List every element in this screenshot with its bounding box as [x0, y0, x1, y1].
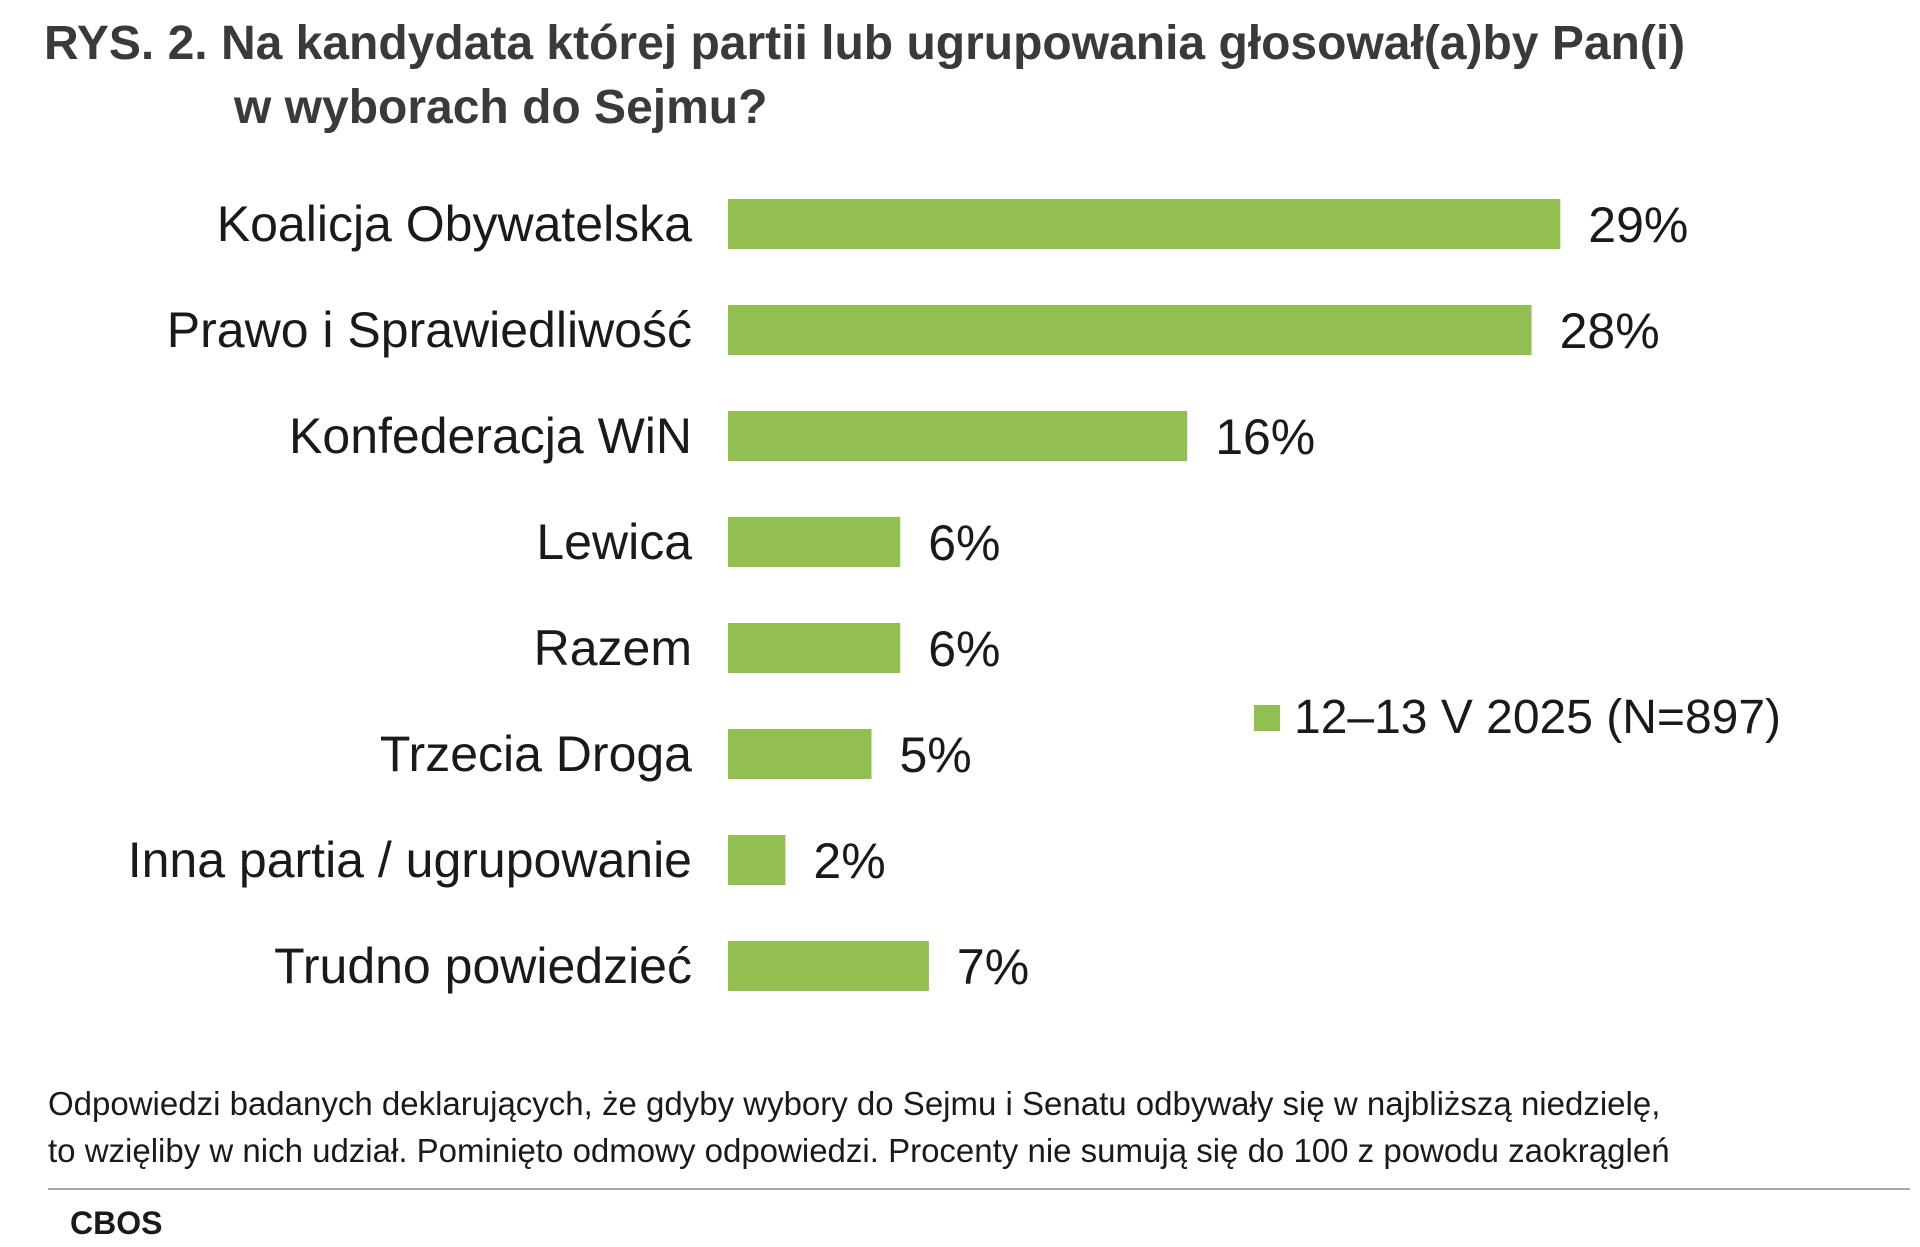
legend: 12–13 V 2025 (N=897) [1254, 690, 1781, 745]
category-label: Konfederacja WiN [289, 408, 692, 464]
source-label: CBOS [70, 1205, 163, 1241]
legend-label: 12–13 V 2025 (N=897) [1294, 691, 1782, 744]
category-label: Prawo i Sprawiedliwość [167, 302, 692, 358]
chart-title-line-2: w wyborach do Sejmu? [234, 81, 768, 134]
category-label: Inna partia / ugrupowanie [128, 832, 692, 888]
legend-swatch [1254, 704, 1280, 731]
category-label: Lewica [536, 514, 692, 570]
footer-divider [48, 1188, 1910, 1190]
footnote: Odpowiedzi badanych deklarujących, że gd… [48, 1080, 1898, 1174]
value-label: 7% [957, 939, 1029, 995]
category-label: Koalicja Obywatelska [217, 196, 692, 252]
value-label: 5% [900, 727, 972, 783]
category-label: Razem [534, 620, 692, 676]
category-label: Trzecia Droga [380, 726, 692, 782]
category-label: Trudno powiedzieć [274, 938, 692, 994]
bar [728, 941, 929, 991]
bar [728, 835, 786, 885]
value-label: 28% [1560, 303, 1660, 359]
value-label: 6% [928, 515, 1000, 571]
bar [728, 199, 1561, 249]
value-label: 6% [928, 621, 1000, 677]
bar [728, 305, 1532, 355]
chart-title-line-1: RYS. 2. Na kandydata której partii lub u… [44, 17, 1686, 70]
value-label: 29% [1588, 197, 1688, 253]
bar [728, 623, 901, 673]
value-label: 16% [1215, 409, 1315, 465]
footnote-line-2: to wzięliby w nich udział. Pominięto odm… [48, 1132, 1670, 1169]
bar-chart: Koalicja Obywatelska 29% Prawo i Sprawiedl… [128, 196, 1689, 995]
footnote-line-1: Odpowiedzi badanych deklarujących, że gd… [48, 1085, 1661, 1122]
bar [728, 517, 901, 567]
value-label: 2% [813, 833, 885, 889]
chart-title: RYS. 2. Na kandydata której partii lub u… [44, 12, 1884, 140]
bar [728, 411, 1188, 461]
bar [728, 729, 872, 779]
